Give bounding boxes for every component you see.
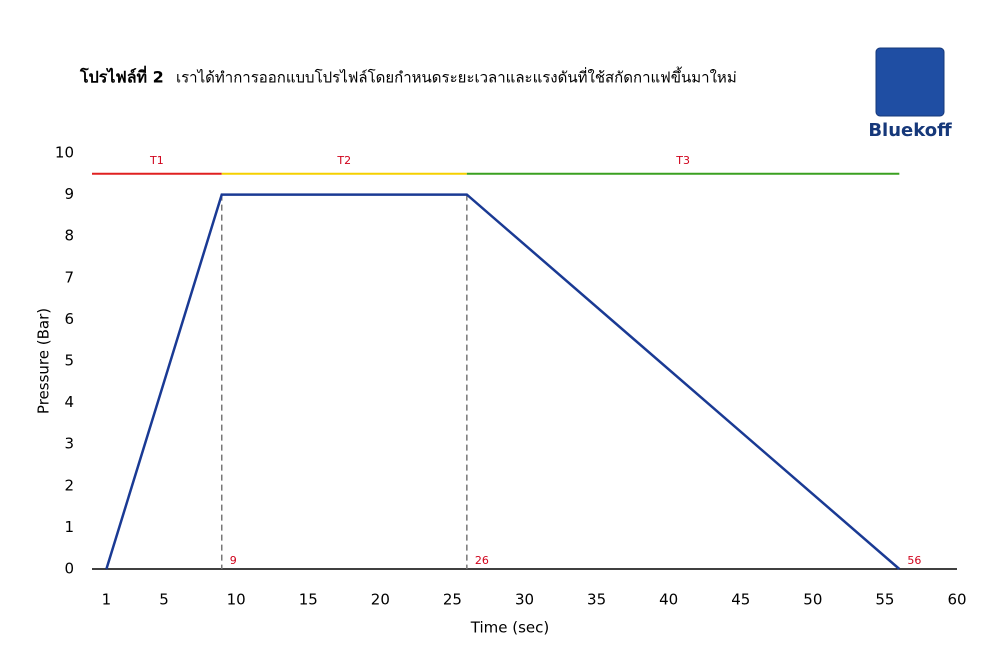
y-tick-label: 9 (64, 185, 74, 203)
y-tick-label: 6 (64, 310, 74, 328)
y-tick-label: 4 (64, 393, 74, 411)
x-tick-label: 45 (731, 591, 750, 609)
title-bold: โปรไฟล์ที่ 2 (79, 66, 164, 87)
y-tick-label: 1 (64, 518, 74, 536)
x-tick-label: 15 (299, 591, 318, 609)
x-tick-label: 25 (443, 591, 462, 609)
x-tick-label: 35 (587, 591, 606, 609)
y-tick-label: 5 (64, 352, 74, 370)
logo-square (875, 47, 945, 117)
y-tick-label: 7 (64, 268, 74, 286)
y-axis-label: Pressure (Bar) (35, 308, 53, 414)
point-label: 9 (230, 554, 237, 567)
phase-label: T3 (675, 154, 690, 167)
y-tick-label: 0 (64, 560, 74, 578)
point-label: 26 (475, 554, 489, 567)
phase-label: T1 (149, 154, 164, 167)
x-tick-label: 55 (875, 591, 894, 609)
x-tick-label: 50 (803, 591, 822, 609)
x-axis-label: Time (sec) (470, 619, 549, 637)
y-tick-label: 8 (64, 227, 74, 245)
x-tick-label: 60 (947, 591, 966, 609)
x-tick-label: 5 (159, 591, 169, 609)
title: เราได้ทำการออกแบบโปรไฟล์โดยกำหนดระยะเวลา… (176, 67, 737, 87)
x-tick-label: 30 (515, 591, 534, 609)
x-tick-label: 40 (659, 591, 678, 609)
pressure-line (105, 193, 901, 570)
logo-text: Bluekoff (868, 120, 952, 141)
phase-label: T2 (336, 154, 351, 167)
y-tick-label: 3 (64, 435, 74, 453)
x-tick-label: 1 (102, 591, 112, 609)
y-tick-label: 10 (55, 144, 74, 162)
x-tick-label: 10 (227, 591, 246, 609)
point-label: 56 (907, 554, 921, 567)
x-tick-label: 20 (371, 591, 390, 609)
y-tick-label: 2 (64, 476, 74, 494)
